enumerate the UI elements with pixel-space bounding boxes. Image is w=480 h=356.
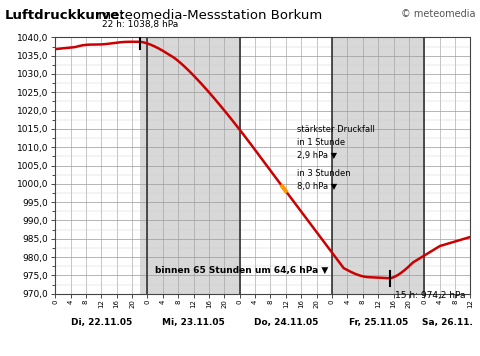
Bar [332, 37, 424, 294]
Text: binnen 65 Stunden um 64,6 hPa ▼: binnen 65 Stunden um 64,6 hPa ▼ [155, 266, 328, 275]
Text: meteomedia-Messstation Borkum: meteomedia-Messstation Borkum [94, 9, 322, 22]
Text: 15 h: 974,2 hPa: 15 h: 974,2 hPa [396, 291, 466, 300]
Text: Luftdruckkurve:: Luftdruckkurve: [5, 9, 125, 22]
Text: 2,9 hPa ▼: 2,9 hPa ▼ [298, 151, 337, 160]
Text: Di, 22.11.05: Di, 22.11.05 [71, 318, 132, 326]
Bar [140, 37, 240, 294]
Text: Sa, 26.11.: Sa, 26.11. [422, 318, 473, 326]
Text: in 1 Stunde: in 1 Stunde [298, 138, 346, 147]
Text: © meteomedia: © meteomedia [401, 9, 475, 19]
Text: Fr, 25.11.05: Fr, 25.11.05 [348, 318, 408, 326]
Text: 8,0 hPa ▼: 8,0 hPa ▼ [298, 182, 337, 191]
Text: Mi, 23.11.05: Mi, 23.11.05 [162, 318, 225, 326]
Text: Do, 24.11.05: Do, 24.11.05 [253, 318, 318, 326]
Text: 22 h: 1038,8 hPa: 22 h: 1038,8 hPa [102, 20, 178, 29]
Text: in 3 Stunden: in 3 Stunden [298, 169, 351, 178]
Text: stärkster Druckfall: stärkster Druckfall [298, 125, 375, 135]
